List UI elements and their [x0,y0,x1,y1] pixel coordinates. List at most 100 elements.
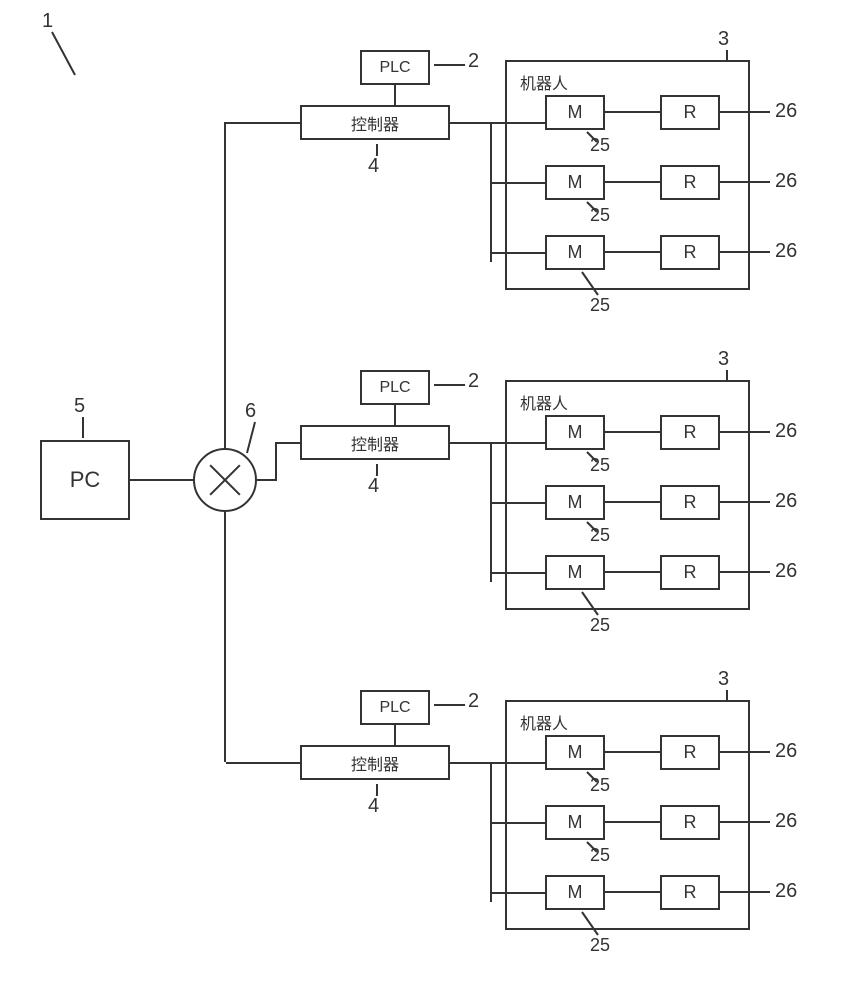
ref-4-2: 4 [368,795,379,818]
ref-2-1: 2 [468,370,479,393]
line-mr-2-0 [605,751,660,753]
ld25-1-1 [585,520,600,535]
line-rout-0-1 [720,181,770,183]
bus-0-v [490,122,492,262]
ref-26-0-0: 26 [775,100,797,123]
m-box-2-1: M [545,805,605,840]
line-mr-0-0 [605,111,660,113]
line-mr-2-1 [605,821,660,823]
leader-6 [245,420,260,455]
r-box-0-2: R [660,235,720,270]
r-box-1-1: R [660,485,720,520]
controller-box-0: 控制器 [300,105,450,140]
line-mr-1-1 [605,501,660,503]
line-rout-1-1 [720,501,770,503]
ref-26-1-2: 26 [775,560,797,583]
m-box-1-2: M [545,555,605,590]
leader-5 [78,415,88,440]
ld25-2-2 [580,910,600,938]
line-busrow-2-1 [492,822,545,824]
m-box-2-2: M [545,875,605,910]
line-busrow-0-0 [492,122,545,124]
r-box-1-0: R [660,415,720,450]
line-hub-ctrl-1c [275,442,300,444]
leader-4-1 [372,462,382,478]
line-hub-ctrl-1b [275,442,277,481]
ref-4-0: 4 [368,155,379,178]
m-box-0-1: M [545,165,605,200]
ld25-1-0 [585,450,600,465]
ref-26-1-0: 26 [775,420,797,443]
ld25-2-0 [585,770,600,785]
robot-title-0: 机器人 [520,70,568,94]
ref-2-0: 2 [468,50,479,73]
controller-box-1: 控制器 [300,425,450,460]
ld25-0-2 [580,270,600,298]
line-rout-1-2 [720,571,770,573]
line-rout-1-0 [720,431,770,433]
line-mr-2-2 [605,891,660,893]
line-rout-2-0 [720,751,770,753]
line-hub-ctrl-1 [257,479,275,481]
line-rout-2-1 [720,821,770,823]
line-hub-ctrl-0 [226,122,300,124]
m-box-0-2: M [545,235,605,270]
line-busrow-2-0 [492,762,545,764]
leader-3-1 [723,368,731,382]
ref-26-2-0: 26 [775,740,797,763]
plc-box-0: PLC [360,50,430,85]
ref-26-1-1: 26 [775,490,797,513]
ref-25-1-2: 25 [590,615,610,636]
ref-4-1: 4 [368,475,379,498]
hub-node [193,448,257,512]
r-box-2-1: R [660,805,720,840]
line-hub-down [224,512,226,762]
line-mr-0-2 [605,251,660,253]
r-box-2-2: R [660,875,720,910]
line-busrow-1-0 [492,442,545,444]
line-rout-0-2 [720,251,770,253]
line-busrow-2-2 [492,892,545,894]
line-plc-ctrl-2 [394,725,396,745]
line-rout-0-0 [720,111,770,113]
line-rout-2-2 [720,891,770,893]
line-busrow-0-1 [492,182,545,184]
ref-26-0-2: 26 [775,240,797,263]
leader-2-1 [432,380,467,390]
m-box-1-1: M [545,485,605,520]
r-box-1-2: R [660,555,720,590]
ref-2-2: 2 [468,690,479,713]
ref-25-2-2: 25 [590,935,610,956]
m-box-1-0: M [545,415,605,450]
line-plc-ctrl-0 [394,85,396,105]
leader-3-2 [723,688,731,702]
line-busrow-1-2 [492,572,545,574]
leader-3-0 [723,48,731,62]
ref-26-2-2: 26 [775,880,797,903]
leader-2-2 [432,700,467,710]
r-box-0-1: R [660,165,720,200]
m-box-2-0: M [545,735,605,770]
line-hub-up [224,122,226,448]
m-box-0-0: M [545,95,605,130]
leader-4-0 [372,142,382,158]
ld25-1-2 [580,590,600,618]
diagram-canvas: 1 PC 5 6 PLC 2 控制器 4 机器人 3 M R 26 25 M R… [0,0,844,1000]
r-box-0-0: R [660,95,720,130]
ref-26-2-1: 26 [775,810,797,833]
line-plc-ctrl-1 [394,405,396,425]
robot-title-2: 机器人 [520,710,568,734]
bus-2-v [490,762,492,902]
line-pc-hub [130,479,193,481]
bus-1-v [490,442,492,582]
line-busrow-1-1 [492,502,545,504]
line-mr-1-0 [605,431,660,433]
leader-1 [50,30,80,80]
leader-2-0 [432,60,467,70]
leader-4-2 [372,782,382,798]
ld25-0-1 [585,200,600,215]
plc-box-1: PLC [360,370,430,405]
robot-title-1: 机器人 [520,390,568,414]
line-hub-ctrl-2 [226,762,300,764]
line-busrow-0-2 [492,252,545,254]
